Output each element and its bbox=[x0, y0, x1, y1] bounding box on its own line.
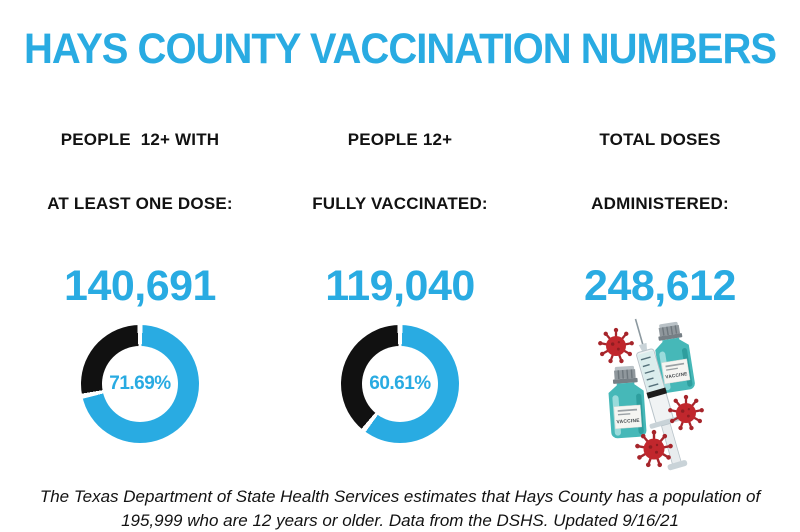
footnote: The Texas Department of State Health Ser… bbox=[0, 485, 800, 532]
donut-chart-fully-vaccinated: 60.61% bbox=[341, 325, 459, 444]
stats-row: PEOPLE 12+ WITH AT LEAST ONE DOSE: 140,6… bbox=[0, 86, 800, 485]
donut-percentage-label: 71.69% bbox=[109, 373, 171, 395]
stat-label: TOTAL DOSES ADMINISTERED: bbox=[530, 86, 790, 257]
stat-column-total-doses: TOTAL DOSES ADMINISTERED: 248,612 bbox=[530, 86, 790, 485]
donut-chart-one-dose: 71.69% bbox=[81, 325, 199, 444]
stat-label-line1: PEOPLE 12+ bbox=[347, 129, 453, 149]
stat-label-line1: TOTAL DOSES bbox=[599, 129, 721, 149]
page-title: HAYS COUNTY VACCINATION NUMBERS bbox=[23, 25, 777, 73]
vaccine-illustration: VACCINE bbox=[575, 314, 765, 474]
stat-column-fully-vaccinated: PEOPLE 12+ FULLY VACCINATED: 119,040 60.… bbox=[270, 86, 530, 485]
stat-label: PEOPLE 12+ FULLY VACCINATED: bbox=[270, 86, 530, 257]
stat-label: PEOPLE 12+ WITH AT LEAST ONE DOSE: bbox=[10, 86, 270, 257]
virus-icon bbox=[598, 328, 634, 364]
stat-value: 248,612 bbox=[584, 262, 736, 311]
donut-percentage-label: 60.61% bbox=[369, 373, 431, 395]
stat-label-line2: FULLY VACCINATED: bbox=[312, 194, 488, 214]
footnote-line1: The Texas Department of State Health Ser… bbox=[39, 487, 761, 507]
virus-icon bbox=[668, 395, 704, 431]
stat-value: 140,691 bbox=[64, 262, 216, 311]
infographic: HAYS COUNTY VACCINATION NUMBERS PEOPLE 1… bbox=[23, 25, 778, 530]
vaccine-vial-icon bbox=[606, 365, 648, 440]
stat-label-line2: AT LEAST ONE DOSE: bbox=[47, 194, 233, 214]
stat-column-one-dose: PEOPLE 12+ WITH AT LEAST ONE DOSE: 140,6… bbox=[10, 86, 270, 485]
stat-label-line2: ADMINISTERED: bbox=[591, 194, 729, 214]
stat-value: 119,040 bbox=[325, 262, 475, 311]
stat-label-line1: PEOPLE 12+ WITH bbox=[60, 129, 220, 149]
footnote-line2: 195,999 who are 12 years or older. Data … bbox=[121, 510, 679, 530]
